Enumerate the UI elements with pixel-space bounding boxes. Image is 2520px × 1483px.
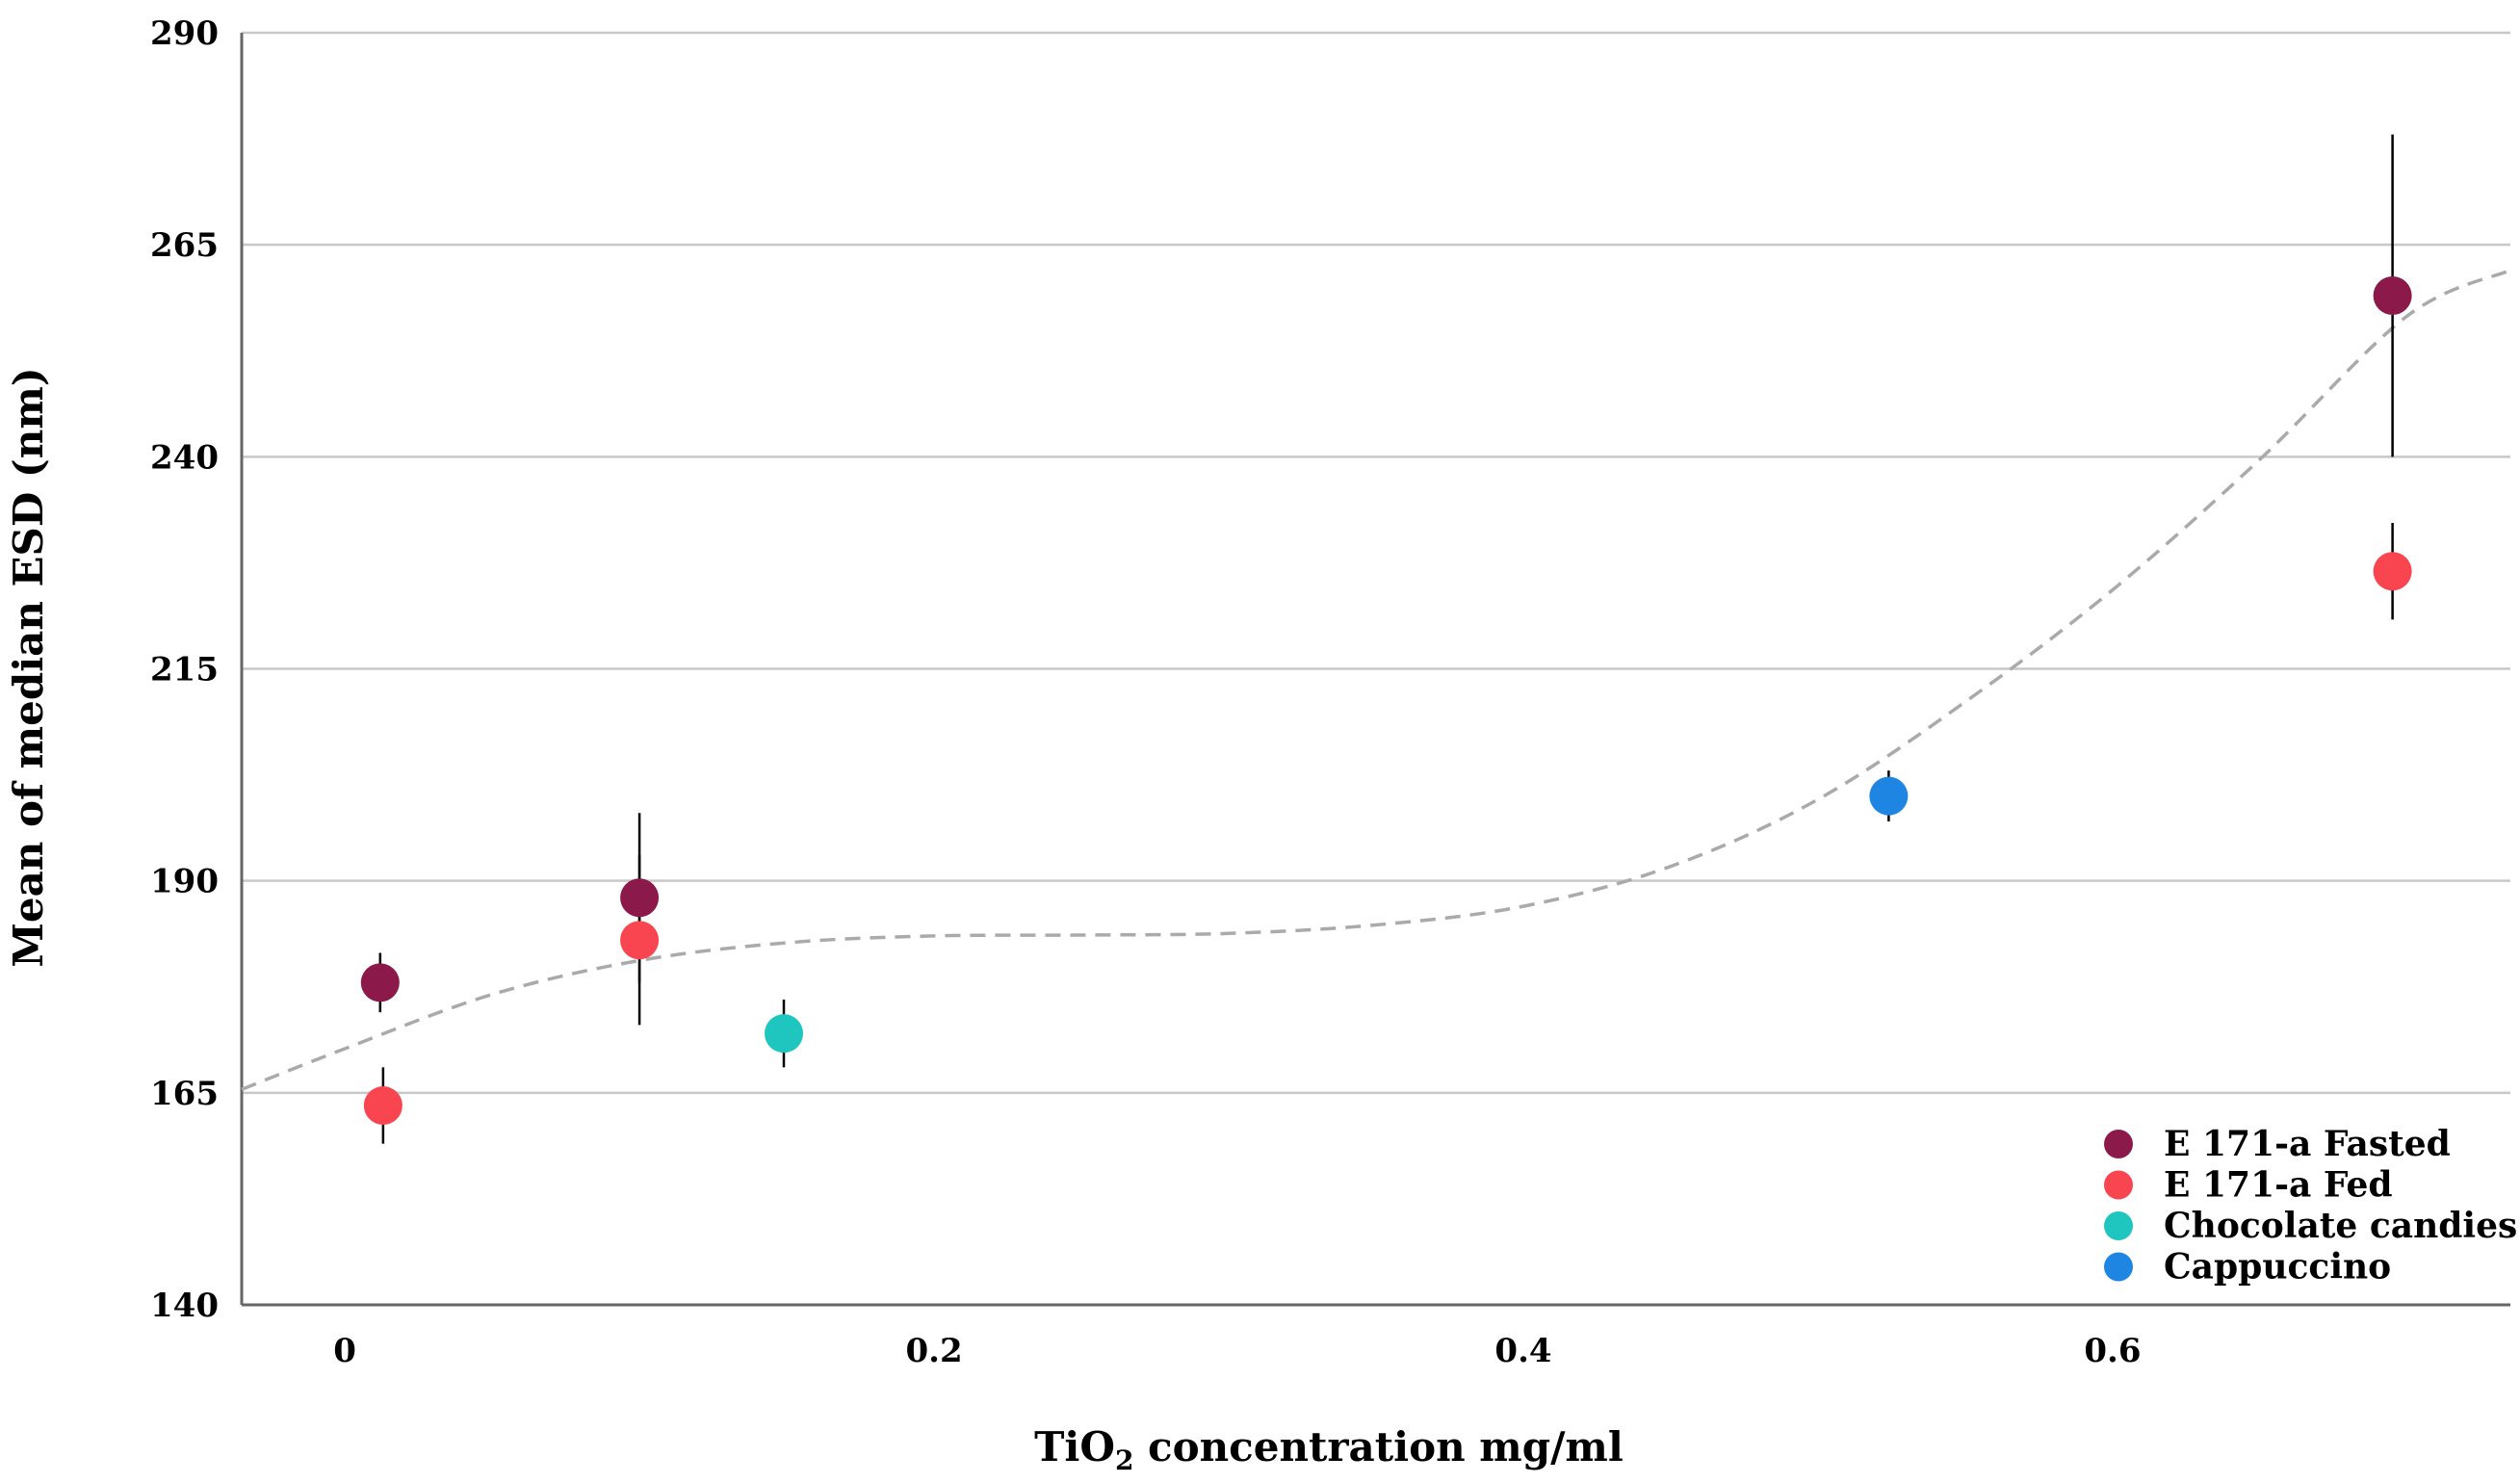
y-tick-labels: 140 165 190 215 240 265 290 bbox=[150, 14, 219, 1325]
y-tick-265: 265 bbox=[150, 226, 219, 265]
data-points bbox=[360, 276, 2412, 1126]
y-tick-215: 215 bbox=[150, 651, 219, 689]
point-cappuccino-1 bbox=[1869, 776, 1909, 816]
y-tick-290: 290 bbox=[150, 14, 219, 53]
legend-label-chocolate-candies: Chocolate candies bbox=[2164, 1206, 2517, 1246]
y-tick-240: 240 bbox=[150, 438, 219, 477]
x-axis-label-main: TiO bbox=[1034, 1423, 1115, 1470]
x-axis-label-subscript: 2 bbox=[1115, 1444, 1133, 1476]
point-e-171-a-fed-1 bbox=[363, 1086, 403, 1126]
x-tick-0_6: 0.6 bbox=[2084, 1332, 2141, 1370]
point-e-171-a-fasted-1 bbox=[360, 963, 400, 1002]
legend-label-e-171-a-fasted: E 171-a Fasted bbox=[2164, 1124, 2451, 1164]
point-e-171-a-fed-3 bbox=[2373, 552, 2412, 591]
point-e-171-a-fasted-3 bbox=[2373, 276, 2412, 316]
trendline bbox=[241, 268, 2511, 1091]
legend-marker-chocolate-candies bbox=[2104, 1211, 2133, 1240]
legend-marker-e-171-a-fed bbox=[2104, 1170, 2133, 1200]
grid-lines bbox=[242, 31, 2510, 1095]
x-axis-label: TiO2 concentration mg/ml bbox=[1034, 1423, 1624, 1476]
y-tick-140: 140 bbox=[150, 1287, 219, 1325]
x-tick-0: 0 bbox=[333, 1332, 356, 1370]
y-tick-190: 190 bbox=[150, 863, 219, 901]
y-tick-165: 165 bbox=[150, 1075, 219, 1113]
point-e-171-a-fed-2 bbox=[620, 921, 660, 960]
x-tick-labels: 0 0.2 0.4 0.6 bbox=[333, 1332, 2141, 1370]
x-tick-0_4: 0.4 bbox=[1494, 1332, 1551, 1370]
legend-marker-e-171-a-fasted bbox=[2104, 1130, 2133, 1158]
legend-label-cappuccino: Cappuccino bbox=[2164, 1247, 2391, 1288]
x-axis-label-rest: concentration mg/ml bbox=[1133, 1423, 1623, 1470]
error-bars bbox=[378, 134, 2394, 1144]
point-chocolate-candies-1 bbox=[764, 1014, 803, 1054]
legend-marker-cappuccino bbox=[2104, 1252, 2133, 1282]
y-axis-label: Mean of median ESD (nm) bbox=[5, 367, 52, 967]
legend-label-e-171-a-fed: E 171-a Fed bbox=[2164, 1165, 2393, 1206]
x-tick-0_2: 0.2 bbox=[905, 1332, 962, 1370]
point-e-171-a-fasted-2 bbox=[620, 878, 660, 918]
